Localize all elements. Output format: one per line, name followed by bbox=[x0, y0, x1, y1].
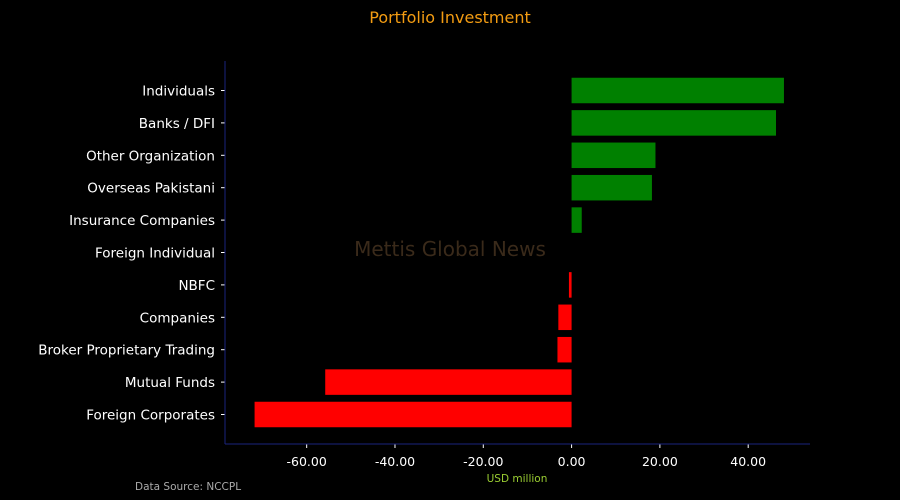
x-tick-label: 20.00 bbox=[642, 454, 678, 469]
bar-banks-dfi bbox=[571, 110, 776, 136]
x-axis-group: -60.00 -40.00 -20.00 0.00 20.00 40.00 bbox=[287, 444, 766, 469]
category-label-foreign-corporates: Foreign Corporates bbox=[86, 408, 215, 424]
bar-foreign-corporates bbox=[254, 401, 572, 428]
watermark-text: Mettis Global News bbox=[354, 237, 546, 261]
x-tick-label: 0.00 bbox=[558, 454, 586, 469]
chart-title: Portfolio Investment bbox=[369, 8, 531, 27]
data-source-text: Data Source: NCCPL bbox=[135, 481, 241, 493]
category-label-overseas-pakistani: Overseas Pakistani bbox=[87, 181, 215, 197]
bar-companies bbox=[558, 304, 572, 331]
x-axis-label: USD million bbox=[487, 473, 548, 485]
x-tick-label: -40.00 bbox=[375, 454, 415, 469]
category-label-broker-proprietary-trading: Broker Proprietary Trading bbox=[38, 343, 215, 359]
bar-individuals bbox=[571, 77, 784, 104]
category-label-foreign-individual: Foreign Individual bbox=[95, 246, 215, 262]
category-label-banks-dfi: Banks / DFI bbox=[139, 116, 215, 132]
bars-group bbox=[254, 77, 784, 428]
category-label-nbfc: NBFC bbox=[178, 278, 215, 294]
bar-insurance-companies bbox=[571, 207, 582, 233]
category-label-individuals: Individuals bbox=[142, 84, 215, 100]
bar-other-organization bbox=[571, 142, 656, 169]
bar-nbfc bbox=[568, 272, 572, 298]
category-label-mutual-funds: Mutual Funds bbox=[125, 375, 215, 391]
bar-broker-proprietary-trading bbox=[557, 336, 572, 363]
category-label-other-organization: Other Organization bbox=[86, 148, 215, 164]
bar-mutual-funds bbox=[325, 369, 572, 395]
x-tick-label: -60.00 bbox=[287, 454, 327, 469]
category-labels-group: Individuals Banks / DFI Other Organization… bbox=[38, 84, 225, 424]
x-tick-label: -20.00 bbox=[463, 454, 503, 469]
x-tick-label: 40.00 bbox=[730, 454, 766, 469]
category-label-companies: Companies bbox=[140, 310, 215, 326]
bar-overseas-pakistani bbox=[571, 174, 652, 201]
category-label-insurance-companies: Insurance Companies bbox=[69, 213, 215, 229]
